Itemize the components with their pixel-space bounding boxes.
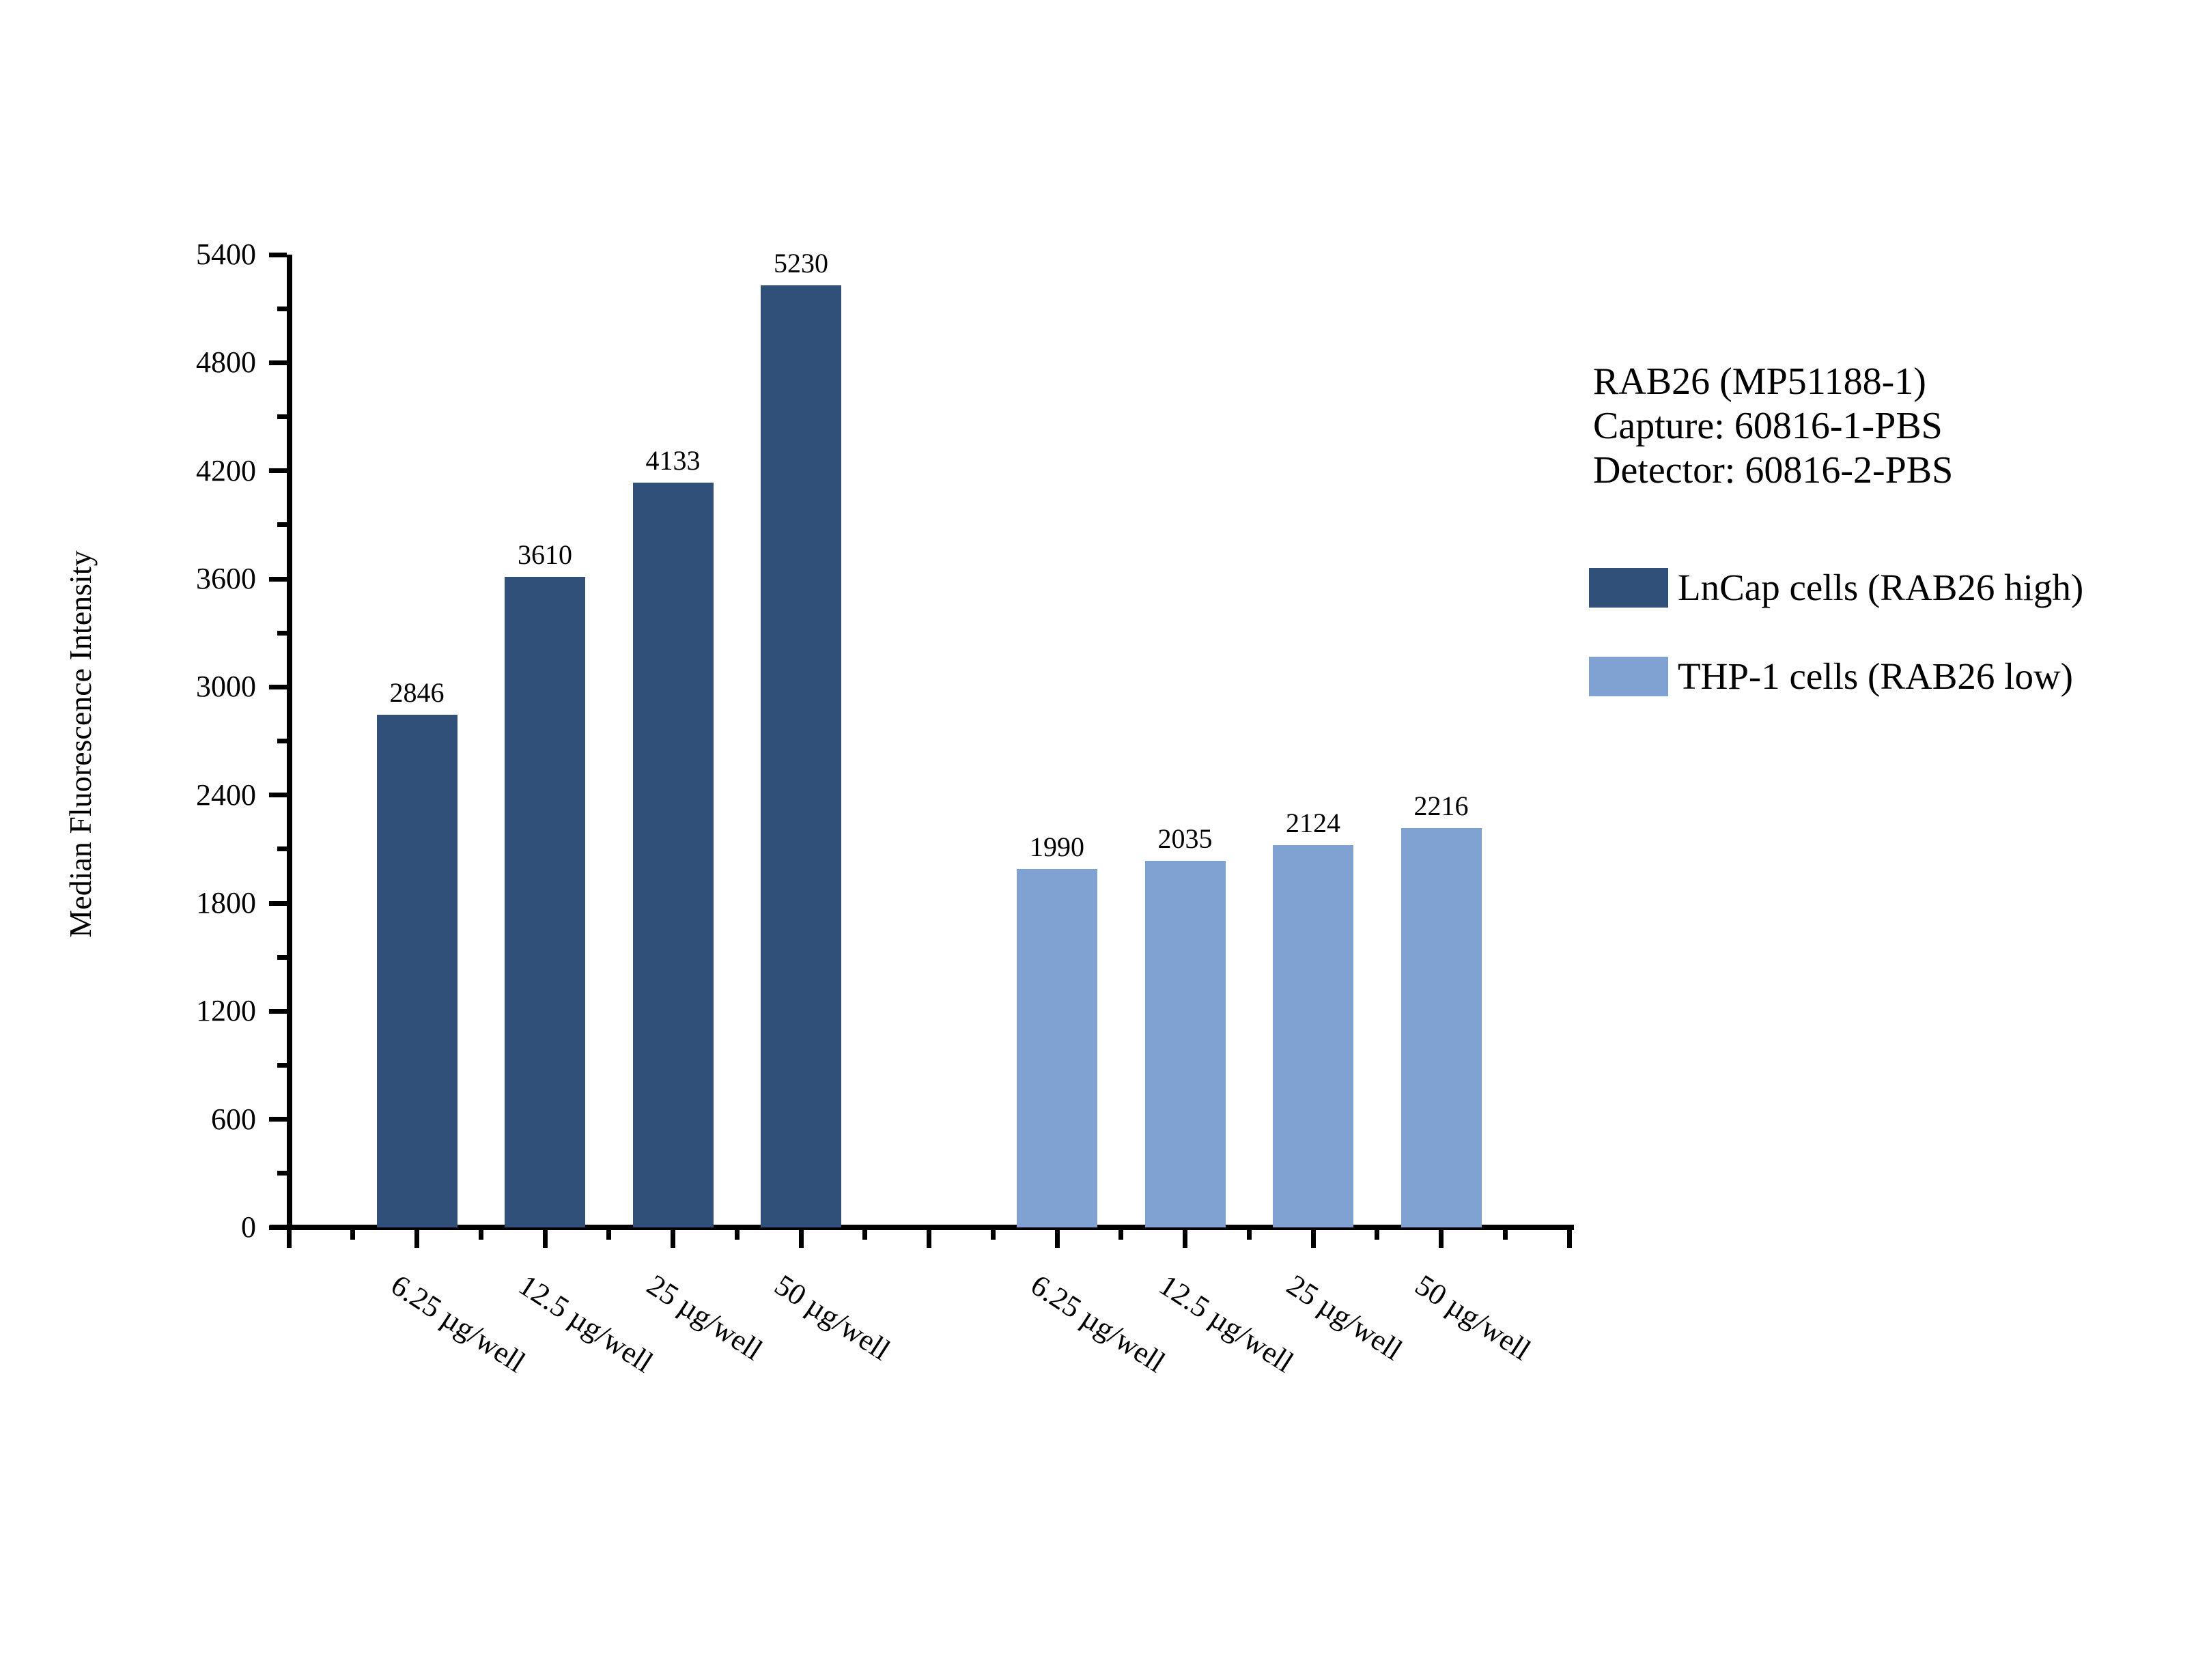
x-axis-major-tick [671, 1230, 675, 1248]
y-axis-major-tick [269, 252, 287, 257]
x-tick-label: 6.25 µg/well [384, 1268, 531, 1380]
x-axis-minor-tick [990, 1230, 996, 1240]
x-tick-label: 50 µg/well [1409, 1268, 1536, 1367]
y-axis-title: Median Fluorescence Intensity [63, 550, 98, 938]
x-tick-label: 25 µg/well [1280, 1268, 1409, 1367]
y-tick-label: 2400 [196, 778, 256, 812]
x-axis-minor-tick [1118, 1230, 1124, 1240]
x-axis-minor-tick [478, 1230, 483, 1240]
x-axis-major-tick [286, 1230, 292, 1248]
x-axis-major-tick [1183, 1230, 1187, 1248]
y-axis-major-tick [269, 793, 287, 798]
x-axis-major-tick [542, 1230, 548, 1248]
y-axis-line [287, 255, 292, 1230]
bar [1400, 828, 1482, 1227]
bar-value-label: 2216 [1413, 791, 1469, 822]
y-axis-major-tick [269, 360, 287, 365]
annotation-line-protein: RAB26 (MP51188-1) [1593, 360, 1926, 403]
y-tick-label: 1200 [196, 994, 256, 1028]
y-axis-major-tick [269, 1225, 287, 1230]
x-axis-major-tick [1439, 1230, 1444, 1248]
bar-value-label: 2035 [1157, 823, 1213, 854]
x-axis-minor-tick [862, 1230, 868, 1240]
x-axis-major-tick [1566, 1230, 1572, 1248]
x-tick-label: 12.5 µg/well [1153, 1268, 1299, 1380]
x-axis-major-tick [1310, 1230, 1316, 1248]
y-axis-major-tick [269, 1117, 287, 1122]
bar-value-label: 2124 [1286, 807, 1340, 838]
annotation-block: RAB26 (MP51188-1) Capture: 60816-1-PBS D… [1593, 360, 1953, 493]
legend-swatch-thp1-icon [1589, 657, 1668, 696]
annotation-line-capture: Capture: 60816-1-PBS [1593, 405, 1943, 447]
bar [505, 577, 585, 1227]
y-axis-major-tick [269, 900, 287, 906]
y-axis-major-tick [269, 576, 287, 582]
x-axis-minor-tick [350, 1230, 356, 1240]
y-tick-label: 3000 [196, 670, 256, 704]
y-axis-minor-tick [277, 522, 287, 528]
x-tick-label: 25 µg/well [640, 1268, 768, 1367]
x-axis-minor-tick [1246, 1230, 1252, 1240]
y-axis-minor-tick [277, 954, 287, 960]
bar-value-label: 1990 [1030, 831, 1084, 862]
x-tick-label: 12.5 µg/well [512, 1268, 659, 1380]
y-tick-label: 4200 [196, 453, 256, 487]
y-tick-label: 1800 [196, 886, 256, 920]
x-tick-label: 50 µg/well [768, 1268, 897, 1367]
y-axis-minor-tick [277, 739, 287, 743]
legend-label-thp1: THP-1 cells (RAB26 low) [1678, 655, 2073, 697]
y-axis-minor-tick [277, 306, 287, 311]
x-tick-label: 6.25 µg/well [1024, 1268, 1171, 1380]
x-axis-minor-tick [606, 1230, 612, 1240]
bar [1273, 844, 1353, 1227]
y-tick-label: 600 [211, 1102, 256, 1136]
y-axis-major-tick [269, 1008, 287, 1014]
y-tick-label: 3600 [196, 562, 256, 595]
bar [1017, 868, 1097, 1227]
bar-value-label: 4133 [645, 445, 701, 476]
bar [376, 714, 458, 1227]
y-tick-label: 4800 [196, 345, 256, 380]
y-tick-label: 0 [241, 1210, 256, 1244]
legend-label-lncap: LnCap cells (RAB26 high) [1678, 567, 2084, 608]
y-axis-minor-tick [277, 414, 287, 419]
legend-swatch-lncap-icon [1589, 568, 1668, 608]
bar [761, 285, 841, 1227]
y-axis-minor-tick [277, 846, 287, 852]
y-tick-label: 5400 [196, 238, 256, 271]
y-axis-minor-tick [277, 1171, 287, 1176]
annotation-line-detector: Detector: 60816-2-PBS [1593, 449, 1954, 492]
bar [1144, 860, 1226, 1227]
x-axis-minor-tick [1375, 1230, 1380, 1240]
x-axis-major-tick [927, 1230, 931, 1248]
x-axis-major-tick [798, 1230, 804, 1248]
y-axis-major-tick [269, 468, 287, 474]
y-axis-major-tick [269, 684, 287, 689]
x-axis-major-tick [414, 1230, 419, 1248]
y-axis-minor-tick [277, 1063, 287, 1068]
x-axis-line [270, 1225, 1574, 1230]
y-axis-minor-tick [277, 630, 287, 636]
x-axis-major-tick [1054, 1230, 1060, 1248]
bar-value-label: 5230 [774, 247, 828, 279]
bar [632, 483, 714, 1227]
bar-value-label: 3610 [518, 539, 572, 571]
bar-value-label: 2846 [389, 677, 445, 708]
x-axis-minor-tick [1502, 1230, 1508, 1240]
x-axis-minor-tick [734, 1230, 740, 1240]
